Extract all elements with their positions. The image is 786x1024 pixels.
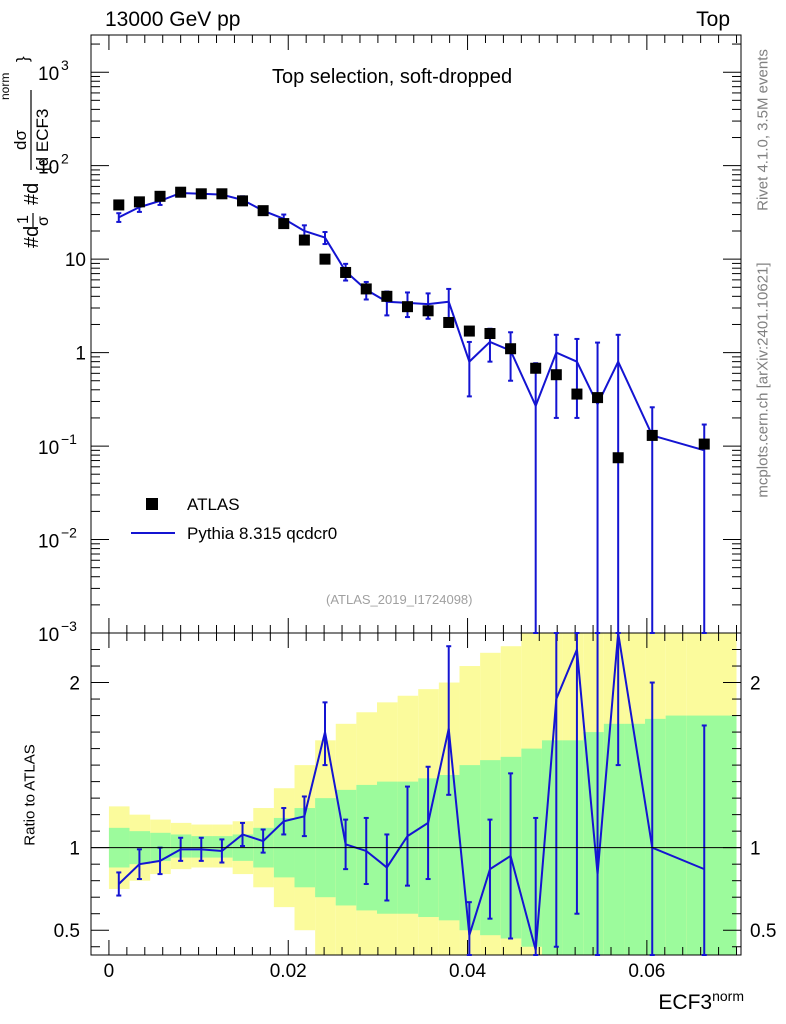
data-point xyxy=(484,328,496,340)
ylabel-d2: #d xyxy=(21,183,43,205)
legend-marker-atlas xyxy=(146,498,158,510)
y-tick-exponent: 3 xyxy=(61,57,69,73)
data-point xyxy=(463,325,475,337)
analysis-label: (ATLAS_2019_I1724098) xyxy=(326,592,473,607)
ylabel-den2: {d ECF3 xyxy=(33,109,52,172)
y-tick-mantissa: 10 xyxy=(38,438,59,459)
y-tick-mantissa: 1 xyxy=(75,344,86,365)
legend-label-atlas: ATLAS xyxy=(187,495,240,514)
x-axis-label-sup: norm xyxy=(712,988,744,1004)
process-label: Top xyxy=(696,8,730,31)
data-point xyxy=(550,369,562,381)
data-point xyxy=(175,186,187,198)
x-axis-label-main: ECF3 xyxy=(658,991,713,1014)
y-tick-exponent: −3 xyxy=(61,618,77,634)
ratio-bands xyxy=(108,633,737,955)
data-point xyxy=(592,392,604,404)
energy-label: 13000 GeV pp xyxy=(105,8,241,31)
data-point xyxy=(571,388,583,400)
y-tick-label: 10 −1 xyxy=(38,431,77,459)
legend-label-pythia: Pythia 8.315 qcdcr0 xyxy=(187,524,337,543)
data-point xyxy=(298,234,310,246)
ylabel-close: } xyxy=(13,56,32,62)
ylabel-num1: 1 xyxy=(15,215,32,224)
band-inner-bin xyxy=(645,718,666,955)
band-inner-bin xyxy=(665,715,687,955)
y-tick-mantissa: 10 xyxy=(38,532,59,553)
y-tick-label: 10 −3 xyxy=(38,618,77,646)
y-tick-label: 10 −2 xyxy=(38,525,77,553)
data-point xyxy=(381,290,393,302)
x-tick-label: 0.06 xyxy=(628,961,665,982)
y-tick-mantissa: 10 xyxy=(38,158,59,179)
mc-series-line xyxy=(118,191,705,452)
band-inner-bin xyxy=(686,715,737,955)
x-axis-ticks: 0 0.02 0.04 0.06 xyxy=(104,35,738,982)
legend: ATLAS Pythia 8.315 qcdcr0 xyxy=(131,495,337,543)
x-tick-label: 0.04 xyxy=(449,961,486,982)
x-tick-label: 0.02 xyxy=(270,961,307,982)
y-tick-mantissa: 10 xyxy=(38,625,59,646)
x-tick-label: 0 xyxy=(104,961,115,982)
main-y-axis-label: #d 1 σ #d dσ {d ECF3 norm } xyxy=(0,56,52,248)
data-point xyxy=(133,196,145,208)
band-inner-bin xyxy=(603,723,625,955)
ratio-tick-label-right: 0.5 xyxy=(750,921,776,942)
main-plot-frame xyxy=(90,34,742,634)
data-point xyxy=(612,452,624,464)
band-inner-bin xyxy=(583,732,604,955)
plot-title: Top selection, soft-dropped xyxy=(272,66,513,88)
data-point xyxy=(401,301,413,313)
ratio-tick-label-right: 1 xyxy=(750,839,761,860)
ratio-tick-label-left: 0.5 xyxy=(54,921,80,942)
data-point xyxy=(443,316,455,328)
y-tick-exponent: −1 xyxy=(61,431,77,447)
ratio-mc-series xyxy=(116,632,707,956)
y-tick-label: 1 xyxy=(75,344,86,365)
data-point xyxy=(698,438,710,450)
ratio-tick-label-right: 2 xyxy=(750,674,761,695)
data-point xyxy=(113,199,125,211)
data-point xyxy=(216,188,228,200)
data-point xyxy=(237,195,249,207)
y-tick-label: 10 3 xyxy=(38,57,69,85)
data-point xyxy=(319,253,331,265)
data-point xyxy=(340,266,352,278)
main-data-series xyxy=(113,186,710,464)
main-mc-series xyxy=(116,188,707,634)
data-point xyxy=(257,205,269,217)
ylabel-den1: σ xyxy=(35,216,52,226)
data-point xyxy=(195,188,207,200)
y-tick-mantissa: 10 xyxy=(65,250,86,271)
y-tick-label: 10 xyxy=(65,250,86,271)
data-point xyxy=(422,305,434,317)
y-tick-exponent: 2 xyxy=(61,151,69,167)
ratio-tick-label-left: 1 xyxy=(69,839,80,860)
data-point xyxy=(505,343,517,355)
x-axis-label: ECF3norm xyxy=(658,988,744,1015)
data-point xyxy=(278,218,290,230)
data-point xyxy=(646,429,658,441)
y-tick-exponent: −2 xyxy=(61,525,77,541)
ratio-plot-frame xyxy=(90,632,742,956)
ylabel-num2: dσ xyxy=(11,130,30,150)
ylabel-d1: #d xyxy=(21,226,43,248)
band-inner-bin xyxy=(624,723,646,955)
y-tick-label: 10 2 xyxy=(38,151,69,179)
data-point xyxy=(154,190,166,202)
data-point xyxy=(360,283,372,295)
ylabel-sup: norm xyxy=(0,73,12,100)
ratio-tick-label-left: 2 xyxy=(69,674,80,695)
ratio-axis-ticks: 0.5 0.5 1 1 2 2 xyxy=(54,649,776,948)
data-point xyxy=(530,362,542,374)
y-tick-mantissa: 10 xyxy=(38,64,59,85)
